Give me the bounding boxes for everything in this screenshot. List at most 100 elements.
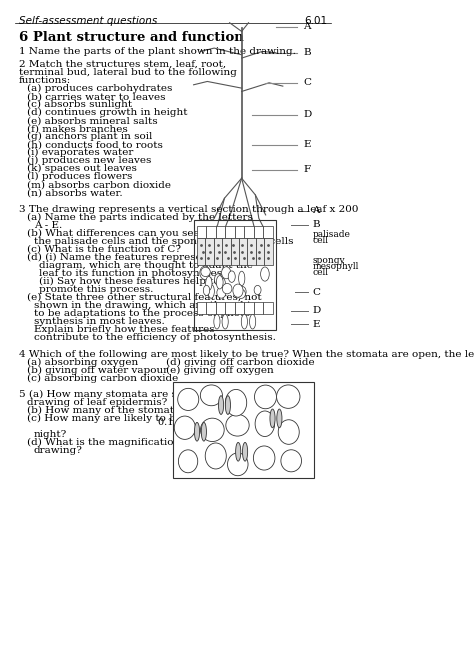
- Bar: [207, 302, 216, 314]
- Ellipse shape: [201, 385, 222, 406]
- Ellipse shape: [225, 396, 230, 415]
- Text: F: F: [303, 165, 310, 174]
- Text: (a) produces carbohydrates: (a) produces carbohydrates: [27, 84, 173, 93]
- Ellipse shape: [214, 274, 222, 285]
- Ellipse shape: [254, 285, 261, 295]
- Ellipse shape: [276, 385, 300, 408]
- Text: Self-assessment questions: Self-assessment questions: [18, 16, 157, 26]
- Text: drawing of leaf epidermis?: drawing of leaf epidermis?: [27, 398, 167, 407]
- Ellipse shape: [201, 418, 224, 442]
- Ellipse shape: [222, 283, 232, 294]
- Bar: [254, 226, 263, 239]
- Ellipse shape: [228, 453, 248, 476]
- Ellipse shape: [218, 278, 225, 287]
- Ellipse shape: [277, 409, 282, 427]
- Bar: [225, 302, 235, 314]
- Text: B: B: [312, 220, 319, 229]
- Text: C: C: [312, 288, 320, 297]
- Bar: [244, 302, 254, 314]
- Text: contribute to the efficiency of photosynthesis.: contribute to the efficiency of photosyn…: [34, 333, 276, 342]
- Text: (b) carries water to leaves: (b) carries water to leaves: [27, 92, 165, 101]
- Bar: [225, 226, 235, 239]
- Ellipse shape: [241, 314, 247, 329]
- Text: (b) What differences can you see between: (b) What differences can you see between: [27, 229, 248, 238]
- Text: (c) absorbing carbon dioxide: (c) absorbing carbon dioxide: [27, 375, 178, 383]
- Text: (g) anchors plant in soil: (g) anchors plant in soil: [27, 132, 153, 141]
- Ellipse shape: [178, 450, 198, 473]
- Ellipse shape: [226, 414, 249, 436]
- Text: E: E: [303, 140, 311, 149]
- Ellipse shape: [206, 276, 212, 290]
- Text: (d) What is the magnification of the: (d) What is the magnification of the: [27, 438, 214, 447]
- Text: C: C: [303, 78, 311, 87]
- Ellipse shape: [261, 267, 269, 281]
- Text: (d) (i) Name the features represented in the: (d) (i) Name the features represented in…: [27, 253, 259, 262]
- Ellipse shape: [201, 422, 207, 441]
- Ellipse shape: [255, 385, 276, 409]
- Text: (b) How many of the stomata are open?: (b) How many of the stomata are open?: [27, 406, 236, 415]
- Bar: [263, 302, 273, 314]
- Ellipse shape: [205, 443, 226, 469]
- Text: cell: cell: [312, 268, 328, 277]
- Ellipse shape: [237, 289, 246, 298]
- Text: (k) spaces out leaves: (k) spaces out leaves: [27, 164, 137, 174]
- Text: mesophyll: mesophyll: [312, 262, 359, 271]
- Text: (l) produces flowers: (l) produces flowers: [27, 172, 133, 182]
- Ellipse shape: [217, 287, 226, 298]
- Bar: [216, 302, 225, 314]
- Ellipse shape: [270, 409, 275, 427]
- Ellipse shape: [174, 416, 195, 440]
- Text: drawing?: drawing?: [34, 446, 83, 455]
- Text: to be adaptations to the process of photo-: to be adaptations to the process of phot…: [34, 309, 254, 318]
- Text: A: A: [312, 206, 319, 215]
- Text: shown in the drawing, which are thought: shown in the drawing, which are thought: [34, 301, 251, 310]
- Bar: [263, 226, 273, 239]
- Bar: [235, 302, 244, 314]
- Text: diagram, which are thought to adapt the: diagram, which are thought to adapt the: [39, 261, 253, 270]
- Bar: [247, 239, 256, 265]
- Bar: [197, 239, 205, 265]
- Text: synthesis in most leaves.: synthesis in most leaves.: [34, 317, 165, 326]
- Ellipse shape: [178, 389, 199, 411]
- Ellipse shape: [243, 442, 247, 461]
- Text: (a) absorbing oxygen: (a) absorbing oxygen: [27, 358, 138, 367]
- Ellipse shape: [214, 314, 220, 329]
- Text: terminal bud, lateral bud to the following: terminal bud, lateral bud to the followi…: [18, 68, 237, 77]
- Text: (d) continues growth in height: (d) continues growth in height: [27, 108, 188, 117]
- Text: (c) How many are likely to be open at: (c) How many are likely to be open at: [27, 414, 225, 423]
- Text: 3 The drawing represents a vertical section through a leaf x 200: 3 The drawing represents a vertical sect…: [18, 205, 358, 214]
- Text: (f) makes branches: (f) makes branches: [27, 124, 128, 133]
- Bar: [173, 382, 314, 478]
- Ellipse shape: [222, 314, 228, 329]
- Ellipse shape: [201, 267, 210, 277]
- Text: (n) absorbs water.: (n) absorbs water.: [27, 188, 123, 197]
- Bar: [197, 226, 207, 239]
- Text: 1 Name the parts of the plant shown in the drawing.: 1 Name the parts of the plant shown in t…: [18, 47, 295, 56]
- Bar: [214, 239, 222, 265]
- Ellipse shape: [254, 446, 275, 470]
- Text: (d) giving off carbon dioxide: (d) giving off carbon dioxide: [166, 358, 315, 367]
- Bar: [207, 226, 216, 239]
- Bar: [222, 239, 230, 265]
- Bar: [244, 226, 254, 239]
- Bar: [264, 239, 273, 265]
- Text: (ii) Say how these features help to: (ii) Say how these features help to: [39, 277, 220, 286]
- Ellipse shape: [225, 389, 246, 416]
- Text: cell: cell: [312, 237, 328, 245]
- Bar: [256, 239, 264, 265]
- Bar: [254, 302, 263, 314]
- Text: 5 (a) How many stomata are shown in this: 5 (a) How many stomata are shown in this: [18, 390, 241, 399]
- Bar: [193, 220, 276, 330]
- Ellipse shape: [238, 271, 245, 285]
- Text: (j) produces new leaves: (j) produces new leaves: [27, 156, 152, 165]
- Bar: [216, 226, 225, 239]
- Text: A: A: [303, 22, 311, 31]
- Ellipse shape: [239, 287, 246, 297]
- Ellipse shape: [236, 442, 241, 461]
- Ellipse shape: [233, 284, 243, 297]
- Text: 0.1 mm: 0.1 mm: [157, 418, 195, 427]
- Text: 4 Which of the following are most likely to be true? When the stomata are open, : 4 Which of the following are most likely…: [18, 350, 474, 359]
- Text: (c) absorbs sunlight: (c) absorbs sunlight: [27, 100, 132, 109]
- Text: the palisade cells and the spongy mesophyll cells: the palisade cells and the spongy mesoph…: [34, 237, 293, 246]
- Text: leaf to its function in photosynthesis.: leaf to its function in photosynthesis.: [39, 269, 234, 278]
